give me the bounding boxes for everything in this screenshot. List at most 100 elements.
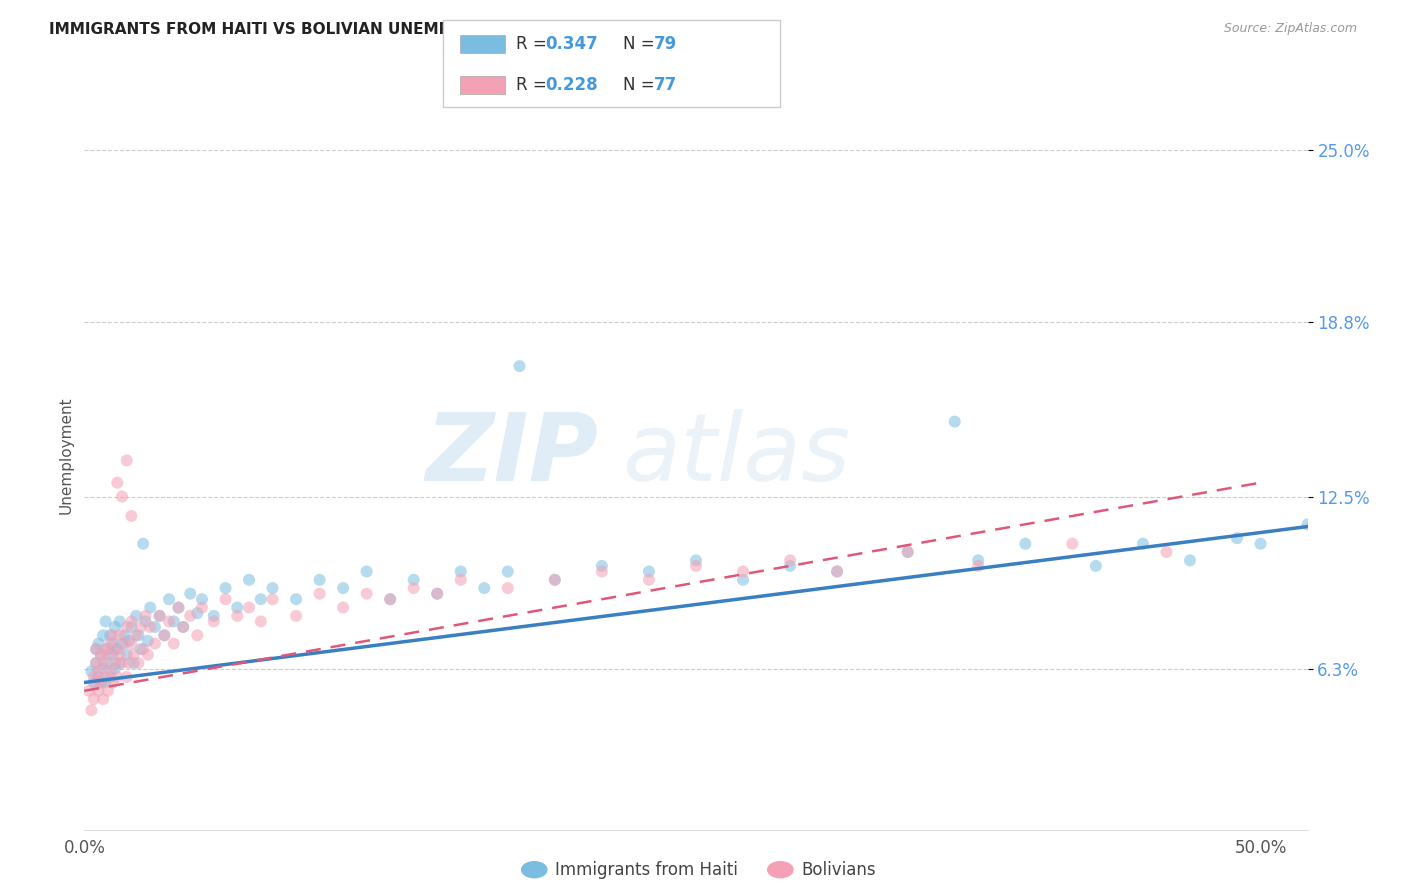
- Point: [115, 648, 138, 662]
- Point: [129, 642, 152, 657]
- Point: [149, 608, 172, 623]
- Point: [143, 620, 166, 634]
- Point: [967, 558, 990, 573]
- Point: [115, 453, 138, 467]
- Point: [105, 475, 128, 490]
- Point: [285, 608, 308, 623]
- Point: [101, 648, 124, 662]
- Point: [179, 587, 201, 601]
- Text: Bolivians: Bolivians: [801, 861, 876, 879]
- Point: [1178, 553, 1201, 567]
- Point: [91, 656, 114, 670]
- Point: [132, 537, 155, 551]
- Point: [125, 628, 148, 642]
- Point: [98, 637, 121, 651]
- Y-axis label: Unemployment: Unemployment: [58, 396, 73, 514]
- Point: [1132, 537, 1154, 551]
- Point: [97, 683, 120, 698]
- Point: [356, 565, 378, 579]
- Point: [249, 592, 271, 607]
- Point: [214, 581, 236, 595]
- Point: [120, 620, 142, 634]
- Point: [87, 683, 110, 698]
- Point: [153, 628, 176, 642]
- Point: [238, 600, 260, 615]
- Point: [1296, 517, 1319, 532]
- Point: [544, 573, 567, 587]
- Point: [897, 545, 920, 559]
- Point: [98, 665, 121, 679]
- Point: [685, 558, 707, 573]
- Point: [108, 615, 131, 629]
- Point: [186, 606, 208, 620]
- Point: [402, 573, 425, 587]
- Point: [638, 565, 661, 579]
- Point: [87, 637, 110, 651]
- Point: [149, 608, 172, 623]
- Text: N =: N =: [623, 76, 659, 95]
- Point: [129, 620, 152, 634]
- Point: [84, 675, 107, 690]
- Point: [226, 600, 249, 615]
- Point: [125, 608, 148, 623]
- Point: [426, 587, 449, 601]
- Text: 0.228: 0.228: [546, 76, 598, 95]
- Point: [108, 628, 131, 642]
- Point: [163, 615, 186, 629]
- Point: [779, 553, 801, 567]
- Point: [249, 615, 271, 629]
- Point: [108, 648, 131, 662]
- Point: [1156, 545, 1178, 559]
- Point: [167, 600, 190, 615]
- Point: [332, 600, 354, 615]
- Point: [90, 648, 112, 662]
- Point: [191, 600, 214, 615]
- Point: [308, 587, 330, 601]
- Point: [104, 620, 127, 634]
- Point: [685, 553, 707, 567]
- Point: [84, 656, 107, 670]
- Text: IMMIGRANTS FROM HAITI VS BOLIVIAN UNEMPLOYMENT CORRELATION CHART: IMMIGRANTS FROM HAITI VS BOLIVIAN UNEMPL…: [49, 22, 720, 37]
- Point: [450, 565, 472, 579]
- Point: [122, 648, 145, 662]
- Point: [308, 573, 330, 587]
- Point: [163, 637, 186, 651]
- Text: atlas: atlas: [623, 409, 851, 500]
- Point: [139, 600, 162, 615]
- Point: [135, 608, 157, 623]
- Point: [90, 675, 112, 690]
- Point: [127, 656, 149, 670]
- Point: [731, 565, 754, 579]
- Point: [191, 592, 214, 607]
- Point: [172, 620, 194, 634]
- Point: [779, 558, 801, 573]
- Point: [450, 573, 472, 587]
- Point: [105, 642, 128, 657]
- Point: [202, 615, 225, 629]
- Text: Source: ZipAtlas.com: Source: ZipAtlas.com: [1223, 22, 1357, 36]
- Point: [127, 628, 149, 642]
- Point: [101, 628, 124, 642]
- Point: [135, 615, 157, 629]
- Point: [97, 656, 120, 670]
- Point: [136, 648, 159, 662]
- Point: [122, 656, 145, 670]
- Text: 79: 79: [654, 35, 678, 54]
- Text: Immigrants from Haiti: Immigrants from Haiti: [555, 861, 738, 879]
- Point: [115, 620, 138, 634]
- Point: [104, 656, 127, 670]
- Point: [111, 490, 134, 504]
- Point: [153, 628, 176, 642]
- Point: [98, 670, 121, 684]
- Point: [731, 573, 754, 587]
- Point: [90, 648, 112, 662]
- Point: [238, 573, 260, 587]
- Point: [143, 637, 166, 651]
- Point: [496, 581, 519, 595]
- Point: [825, 565, 848, 579]
- Point: [91, 628, 114, 642]
- Point: [132, 642, 155, 657]
- Point: [115, 670, 138, 684]
- Point: [186, 628, 208, 642]
- Point: [426, 587, 449, 601]
